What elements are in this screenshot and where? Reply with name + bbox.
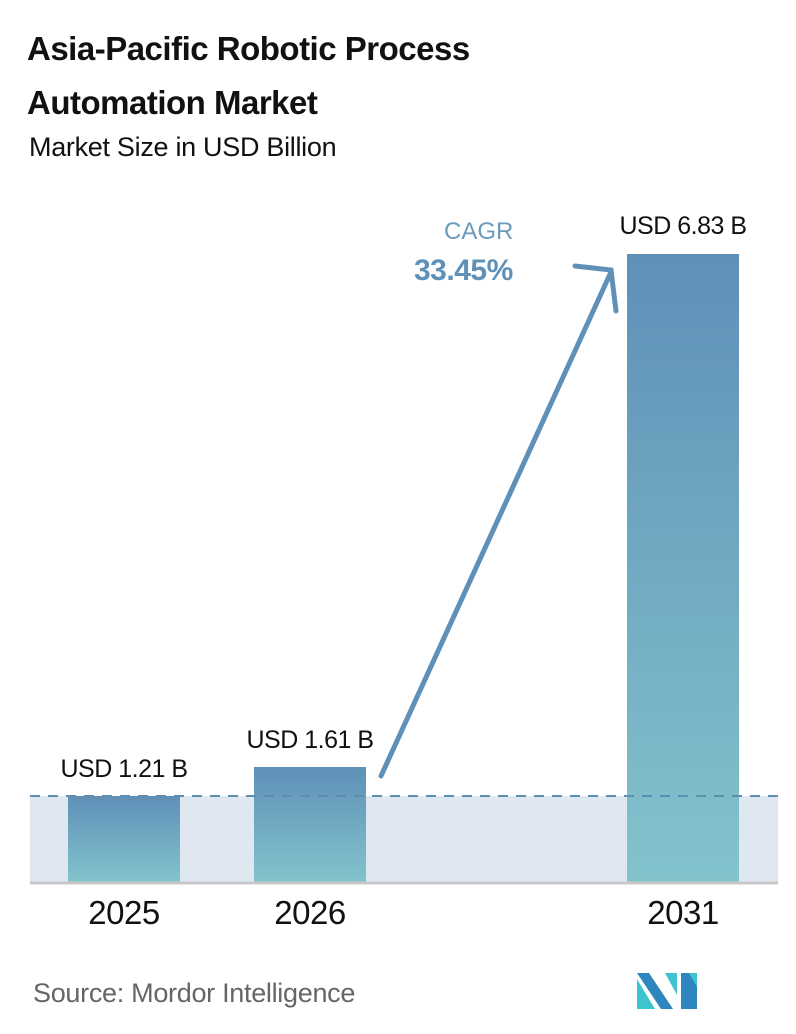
bar-2031 (627, 254, 739, 882)
cagr-label: CAGR (444, 218, 514, 245)
bar-label-2026: USD 1.61 B (246, 726, 374, 754)
bar-2026 (254, 767, 366, 882)
cagr-value: 33.45% (414, 254, 513, 287)
cagr-arrow-icon (378, 263, 619, 779)
chart-title: Asia-Pacific Robotic Process Automation … (27, 22, 470, 130)
mordor-intelligence-logo-icon (637, 973, 697, 1009)
chart-subtitle: Market Size in USD Billion (29, 132, 337, 162)
bar-2025 (68, 796, 180, 882)
bar-label-2031: USD 6.83 B (619, 212, 747, 240)
title-line-1: Asia-Pacific Robotic Process (27, 30, 470, 67)
x-tick-2025: 2025 (88, 894, 160, 931)
bar-label-2025: USD 1.21 B (60, 755, 188, 783)
title-line-2: Automation Market (27, 84, 318, 121)
x-tick-2031: 2031 (647, 894, 719, 931)
x-tick-2026: 2026 (274, 894, 346, 931)
source-text: Source: Mordor Intelligence (33, 978, 356, 1008)
